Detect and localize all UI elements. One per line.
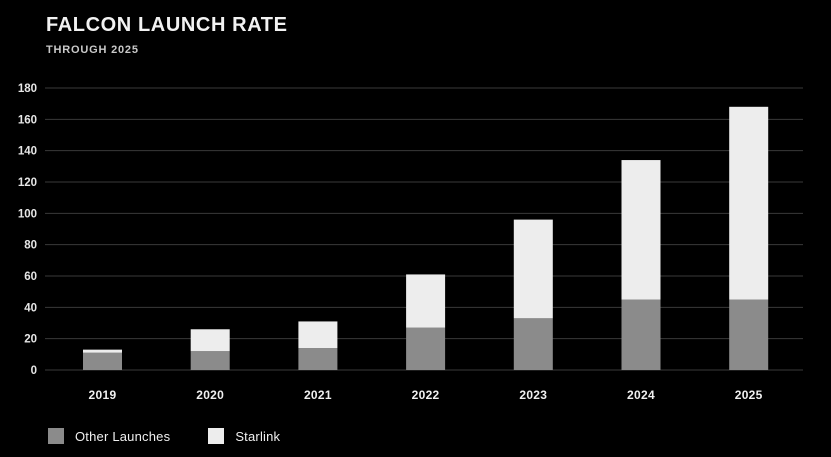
y-tick-label: 20 <box>24 334 37 346</box>
legend-swatch-icon <box>208 428 225 444</box>
bar-segment-other-launches-2024 <box>621 299 661 370</box>
legend-label: Starlink <box>235 428 281 444</box>
bar-segment-starlink-2025 <box>729 106 769 300</box>
legend-swatch-icon <box>48 428 64 444</box>
legend-label: Other Launches <box>75 428 171 444</box>
x-tick-label: 2024 <box>627 388 655 402</box>
bar-segment-starlink-2022 <box>406 274 446 328</box>
y-tick-label: 0 <box>31 365 37 377</box>
bar-segment-other-launches-2020 <box>190 351 230 370</box>
page-title: FALCON LAUNCH RATE <box>46 14 288 36</box>
y-tick-label: 60 <box>24 271 37 283</box>
bar-segment-other-launches-2022 <box>406 327 446 370</box>
bar-segment-starlink-2019 <box>83 349 122 353</box>
x-tick-label: 2025 <box>735 388 763 402</box>
y-tick-label: 100 <box>18 208 37 220</box>
bar-segment-starlink-2021 <box>298 321 338 349</box>
bar-segment-starlink-2023 <box>513 219 553 319</box>
bar-segment-other-launches-2021 <box>298 348 338 370</box>
bar-segment-other-launches-2023 <box>513 318 553 370</box>
legend-item-starlink: Starlink <box>208 428 280 444</box>
x-tick-label: 2020 <box>196 388 224 402</box>
x-tick-label: 2022 <box>412 388 440 402</box>
page-subtitle: THROUGH 2025 <box>46 44 139 56</box>
chart-legend: Other Launches Starlink <box>48 428 280 444</box>
bar-segment-other-launches-2019 <box>83 352 122 370</box>
x-tick-label: 2021 <box>304 388 332 402</box>
y-tick-label: 40 <box>24 302 37 314</box>
chart-header: FALCON LAUNCH RATE THROUGH 2025 <box>46 14 288 56</box>
y-tick-label: 180 <box>18 83 37 95</box>
bar-segment-starlink-2020 <box>190 329 230 352</box>
y-tick-label: 80 <box>24 240 37 252</box>
x-tick-label: 2019 <box>89 388 117 402</box>
bar-segment-other-launches-2025 <box>729 299 769 370</box>
x-tick-label: 2023 <box>519 388 547 402</box>
y-tick-label: 160 <box>18 114 37 126</box>
y-tick-label: 120 <box>18 177 37 189</box>
bar-segment-starlink-2024 <box>621 160 661 300</box>
legend-item-other-launches: Other Launches <box>48 428 170 444</box>
y-tick-label: 140 <box>18 146 37 158</box>
